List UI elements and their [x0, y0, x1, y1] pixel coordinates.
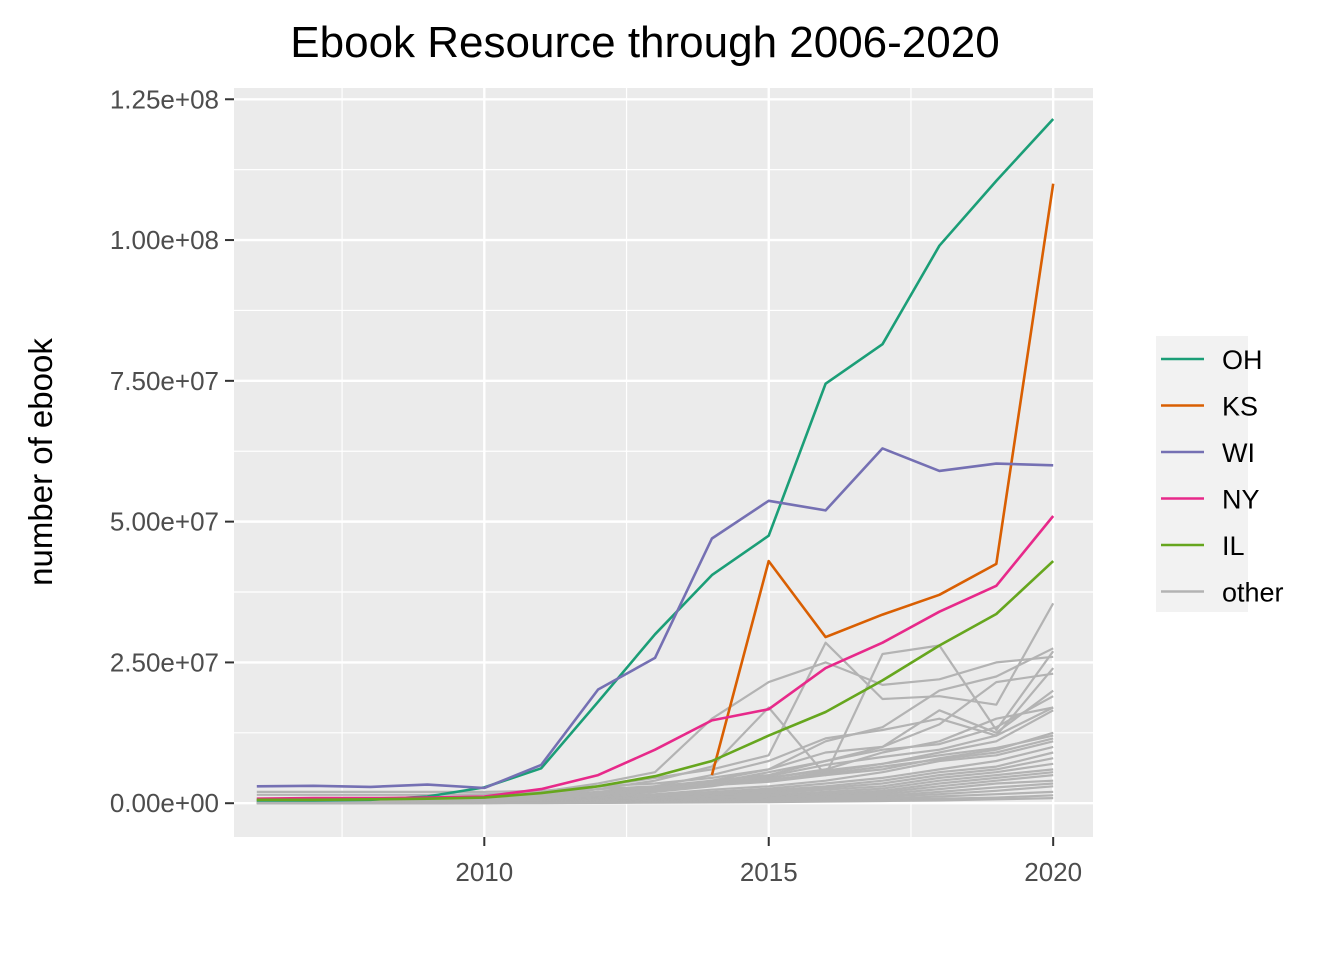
- y-tick-label: 7.50e+07: [110, 366, 219, 396]
- other-series-lines: [256, 602, 1055, 805]
- series-line-il: [256, 560, 1055, 802]
- series-line-other: [256, 797, 1054, 805]
- legend-label-oh: OH: [1222, 345, 1263, 375]
- series-line-other: [256, 647, 1054, 794]
- major-gridlines: [234, 88, 1093, 837]
- legend-key-background: [1156, 336, 1248, 612]
- legend-label-other: other: [1222, 578, 1284, 608]
- y-tick-label: 0.00e+00: [110, 788, 219, 818]
- legend-label-wi: WI: [1222, 438, 1255, 468]
- minor-gridlines: [234, 88, 1093, 837]
- series-line-ks: [710, 183, 1055, 776]
- legend-label-ny: NY: [1222, 485, 1260, 515]
- x-tick-label: 2010: [455, 857, 513, 887]
- x-tick-label: 2015: [740, 857, 798, 887]
- y-axis: 0.00e+00 2.50e+07 5.00e+07 7.50e+07 1.00e+08…: [110, 84, 234, 818]
- y-tick-label: 5.00e+07: [110, 507, 219, 537]
- series-line-other: [256, 695, 1054, 804]
- y-tick-label: 1.25e+08: [110, 84, 219, 114]
- chart-title: Ebook Resource through 2006-2020: [290, 18, 999, 67]
- y-tick-label: 1.00e+08: [110, 225, 219, 255]
- y-tick-label: 2.50e+07: [110, 647, 219, 677]
- legend: OH KS WI NY IL other: [1156, 336, 1284, 612]
- x-tick-label: 2020: [1024, 857, 1082, 887]
- y-axis-title: number of ebook: [22, 338, 59, 586]
- plot-panel: [234, 88, 1093, 837]
- legend-label-il: IL: [1222, 531, 1245, 561]
- x-axis: 2010 2015 2020: [455, 837, 1082, 887]
- highlighted-series-lines: [256, 118, 1055, 802]
- legend-label-ks: KS: [1222, 392, 1258, 422]
- series-line-wi: [256, 447, 1054, 790]
